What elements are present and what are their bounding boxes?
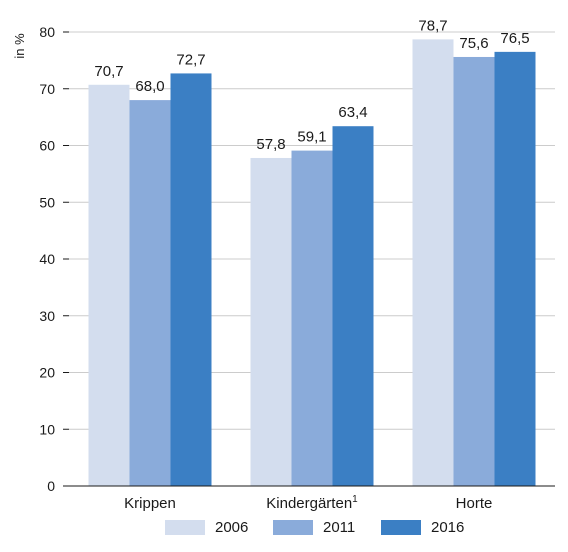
legend-label: 2011 xyxy=(323,519,355,536)
x-axis-categories: Krippen Kindergärten1 Horte xyxy=(124,494,492,512)
y-tick-label: 10 xyxy=(39,421,55,437)
legend-swatch xyxy=(165,520,205,535)
y-tick-label: 80 xyxy=(39,24,55,40)
legend-label: 2016 xyxy=(431,519,464,536)
bar xyxy=(494,51,536,487)
y-tick-label: 70 xyxy=(39,81,55,97)
data-label: 59,1 xyxy=(297,129,326,146)
category-label: Kindergärten1 xyxy=(266,494,358,512)
category-name: Krippen xyxy=(124,495,176,512)
data-label: 75,6 xyxy=(459,35,488,52)
data-label: 72,7 xyxy=(176,51,205,68)
data-label: 78,7 xyxy=(418,17,447,34)
data-label: 68,0 xyxy=(135,78,164,95)
legend: 2006 2011 2016 xyxy=(165,519,464,536)
bar xyxy=(250,157,292,487)
category-label: Horte xyxy=(456,495,493,512)
y-tick-label: 40 xyxy=(39,251,55,267)
y-tick-label: 60 xyxy=(39,138,55,154)
bar xyxy=(170,73,212,487)
bar xyxy=(291,150,333,487)
data-label: 70,7 xyxy=(94,63,123,80)
bar xyxy=(129,100,171,486)
bar xyxy=(88,84,130,486)
y-tick-label: 20 xyxy=(39,365,55,381)
category-label: Krippen xyxy=(124,495,176,512)
bars xyxy=(88,39,536,487)
data-label: 63,4 xyxy=(338,104,367,121)
y-tick-label: 30 xyxy=(39,308,55,324)
legend-swatch xyxy=(273,520,313,535)
data-label: 57,8 xyxy=(256,136,285,153)
y-tick-label: 50 xyxy=(39,194,55,210)
bar xyxy=(412,39,454,486)
bar xyxy=(332,126,374,486)
y-axis-ticks: 0 10 20 30 40 50 60 70 80 xyxy=(39,24,69,494)
data-labels: 70,7 68,0 72,7 57,8 59,1 63,4 78,7 75,6 76,5 xyxy=(94,17,529,153)
category-name: Kindergärten xyxy=(266,495,352,512)
legend-label: 2006 xyxy=(215,519,248,536)
y-axis-label: in % xyxy=(12,33,27,59)
y-tick-label: 0 xyxy=(47,478,55,494)
category-name: Horte xyxy=(456,495,493,512)
footnote-marker: 1 xyxy=(352,494,358,505)
bar xyxy=(453,56,495,486)
data-label: 76,5 xyxy=(500,30,529,47)
legend-swatch xyxy=(381,520,421,535)
